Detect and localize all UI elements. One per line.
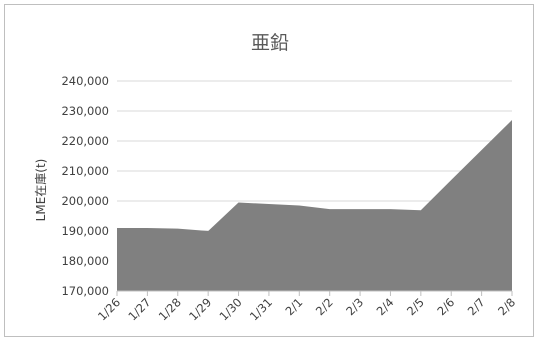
area-series bbox=[117, 120, 512, 291]
x-tick-label: 1/28 bbox=[156, 295, 184, 323]
y-tick-label: 240,000 bbox=[61, 74, 109, 88]
y-tick-label: 170,000 bbox=[61, 284, 109, 298]
x-tick-label: 1/29 bbox=[186, 295, 214, 323]
x-axis-ticks: 1/26 1/27 1/28 1/29 1/30 1/31 2/1 2/2 2/3 2/4 2/5 2… bbox=[95, 290, 518, 323]
x-tick-label: 2/6 bbox=[434, 295, 457, 318]
x-tick-label: 2/5 bbox=[404, 295, 427, 318]
x-tick-label: 1/26 bbox=[95, 295, 123, 323]
y-tick-label: 220,000 bbox=[61, 134, 109, 148]
x-tick-label: 2/1 bbox=[282, 295, 305, 318]
y-tick-label: 190,000 bbox=[61, 224, 109, 238]
x-tick-label: 2/2 bbox=[313, 295, 336, 318]
y-axis-label: LME在庫(t) bbox=[34, 159, 48, 222]
x-tick-label: 2/7 bbox=[465, 295, 488, 318]
x-tick-label: 1/27 bbox=[125, 295, 153, 323]
x-tick-label: 2/4 bbox=[374, 295, 397, 318]
chart-title: 亜鉛 bbox=[251, 32, 289, 54]
x-tick-label: 2/3 bbox=[343, 295, 366, 318]
series-area bbox=[117, 120, 512, 291]
x-tick-label: 2/8 bbox=[495, 295, 518, 318]
x-tick-label: 1/31 bbox=[247, 295, 275, 323]
y-tick-label: 210,000 bbox=[61, 164, 109, 178]
y-tick-label: 200,000 bbox=[61, 194, 109, 208]
x-tick-label: 1/30 bbox=[216, 295, 244, 323]
y-tick-label: 180,000 bbox=[61, 254, 109, 268]
y-tick-label: 230,000 bbox=[61, 104, 109, 118]
y-axis-ticks: 170,000 180,000 190,000 200,000 210,000 220,0… bbox=[61, 74, 109, 298]
